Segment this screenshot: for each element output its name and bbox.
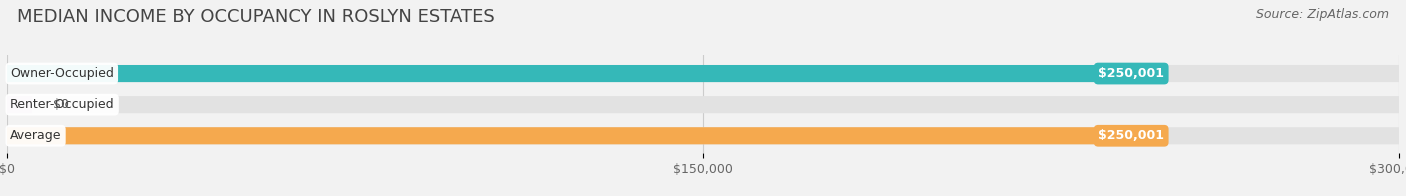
- Text: $250,001: $250,001: [1098, 129, 1164, 142]
- Text: Source: ZipAtlas.com: Source: ZipAtlas.com: [1256, 8, 1389, 21]
- FancyBboxPatch shape: [7, 65, 1167, 82]
- FancyBboxPatch shape: [7, 127, 1167, 144]
- Text: $250,001: $250,001: [1098, 67, 1164, 80]
- Text: Owner-Occupied: Owner-Occupied: [10, 67, 114, 80]
- Text: MEDIAN INCOME BY OCCUPANCY IN ROSLYN ESTATES: MEDIAN INCOME BY OCCUPANCY IN ROSLYN EST…: [17, 8, 495, 26]
- FancyBboxPatch shape: [7, 96, 1399, 113]
- FancyBboxPatch shape: [7, 96, 32, 113]
- Text: $0: $0: [53, 98, 69, 111]
- Text: Average: Average: [10, 129, 62, 142]
- Text: Renter-Occupied: Renter-Occupied: [10, 98, 114, 111]
- FancyBboxPatch shape: [7, 65, 1399, 82]
- FancyBboxPatch shape: [7, 127, 1399, 144]
